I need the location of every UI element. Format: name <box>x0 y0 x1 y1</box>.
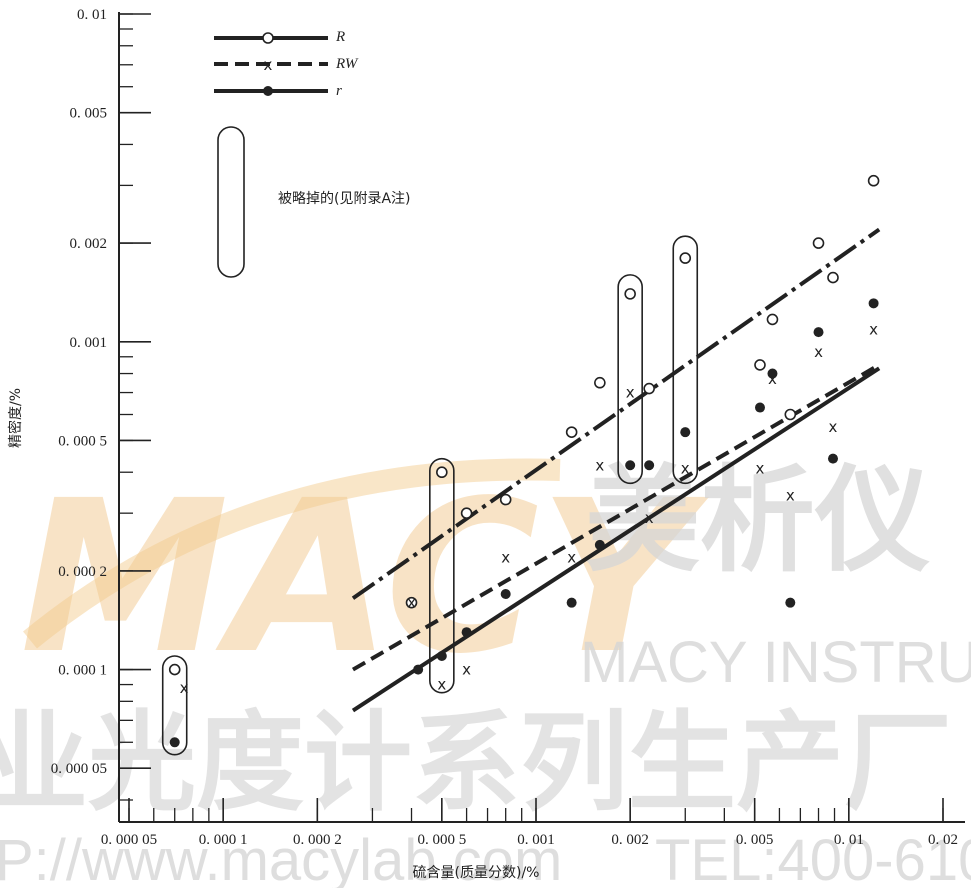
x-tick-label: 0. 000 2 <box>293 832 342 848</box>
excluded-outline <box>429 457 455 694</box>
point-open-circle <box>784 408 797 421</box>
x-axis-title: 硫含量(质量分数)/% <box>413 865 540 881</box>
point-open-circle <box>594 376 606 389</box>
x-tick-label: 0. 002 <box>611 832 649 848</box>
point-open-circle <box>867 174 880 187</box>
y-ticks: 0. 000 05 0. 000 1 0. 000 2 0. 000 5 0. 001 0… <box>51 7 151 801</box>
point-filled-circle <box>436 650 447 661</box>
x-tick-label: 0. 000 1 <box>199 832 248 848</box>
point-filled-circle <box>680 427 691 438</box>
x-tick-label: 0. 001 <box>517 832 555 848</box>
excluded-outline <box>672 235 699 485</box>
y-tick-label: 0. 005 <box>70 106 108 122</box>
point-x-marker: x <box>645 509 654 527</box>
legend-x-marker-icon: x <box>264 56 273 74</box>
watermark-swoosh <box>23 458 561 649</box>
legend-label-rw: RW <box>335 56 359 72</box>
y-tick-label: 0. 000 1 <box>58 663 107 679</box>
point-filled-circle <box>594 539 605 550</box>
point-open-circle <box>643 382 655 395</box>
point-open-circle <box>565 426 578 438</box>
point-open-circle <box>499 493 512 506</box>
point-x-marker: x <box>869 321 878 339</box>
legend-excluded-outline-icon <box>217 126 245 278</box>
legend-entry-rw: x RW <box>214 56 359 74</box>
point-filled-circle <box>169 737 180 748</box>
legend-label-r-range: R <box>335 29 345 45</box>
point-x-marker: x <box>814 343 823 361</box>
y-tick-label: 0. 000 2 <box>58 564 107 580</box>
legend-filled-circle-icon <box>263 86 273 96</box>
point-x-marker: x <box>462 661 471 679</box>
point-open-circle <box>766 313 779 326</box>
excluded-groups <box>161 235 699 756</box>
x-tick-label: 0. 000 05 <box>101 832 157 848</box>
watermark-cn-bottom: 业光度计系列生产厂 <box>0 701 952 826</box>
legend-excluded-note: 被略掉的(见附录A注) <box>278 191 411 207</box>
x-tick-label: 0. 005 <box>736 832 774 848</box>
point-open-circle <box>827 271 839 284</box>
watermark: MACY 美析仪 MACY INSTRU 业光度计系列生产厂 P://www.m… <box>0 454 971 888</box>
point-filled-circle <box>813 327 824 338</box>
point-open-circle <box>168 663 181 676</box>
point-x-marker: x <box>756 460 765 478</box>
point-x-marker: x <box>786 486 795 504</box>
point-open-circle <box>460 507 473 519</box>
y-tick-label: 0. 01 <box>77 7 107 23</box>
point-open-circle <box>436 466 448 479</box>
point-filled-circle <box>461 627 472 638</box>
point-filled-circle <box>566 597 577 608</box>
point-filled-circle <box>625 460 636 471</box>
point-x-marker: x <box>501 548 510 566</box>
x-ticks: 0. 000 05 0. 000 1 0. 000 2 0. 000 5 0. 001 0… <box>101 798 958 848</box>
legend: R x RW r 被略掉的(见附录A注) <box>214 29 411 278</box>
watermark-logo: MACY <box>20 455 709 700</box>
point-x-marker: x <box>437 676 446 694</box>
x-tick-label: 0. 02 <box>928 832 958 848</box>
point-x-marker: x <box>180 679 189 697</box>
point-x-marker: x <box>626 384 635 402</box>
point-x-marker: x <box>829 418 838 436</box>
point-filled-circle <box>644 460 655 471</box>
point-filled-circle <box>868 298 879 309</box>
x-tick-label: 0. 000 5 <box>417 832 466 848</box>
y-tick-label: 0. 002 <box>70 236 108 252</box>
point-filled-circle <box>500 589 511 600</box>
watermark-en-line: MACY INSTRU <box>580 630 971 695</box>
point-open-circle <box>405 596 418 609</box>
y-tick-label: 0. 001 <box>70 335 108 351</box>
point-open-circle <box>812 237 825 249</box>
point-filled-circle <box>827 453 838 464</box>
point-filled-circle <box>413 664 424 675</box>
point-filled-circle <box>767 368 778 379</box>
x-tick-label: 0. 01 <box>834 832 864 848</box>
point-open-circle <box>754 359 766 371</box>
legend-entry-r-range: R <box>214 29 345 45</box>
point-open-circle <box>624 288 636 300</box>
excluded-outline <box>161 655 188 756</box>
legend-label-r: r <box>336 83 342 99</box>
point-x-marker: x <box>768 370 777 388</box>
point-filled-circle <box>785 597 796 608</box>
legend-open-circle-icon <box>262 32 274 44</box>
watermark-url: P://www.macylab.com <box>0 828 562 888</box>
point-open-circle <box>679 252 692 264</box>
point-filled-circle <box>754 402 765 413</box>
point-x-marker: x <box>407 594 416 612</box>
point-x-marker: x <box>681 460 690 478</box>
y-axis-title: 精密度/% <box>7 388 24 448</box>
point-x-marker: x <box>567 548 576 566</box>
legend-entry-r: r <box>214 83 342 99</box>
excluded-outline <box>617 274 643 485</box>
y-tick-label: 0. 000 05 <box>51 761 107 777</box>
axes: 0. 000 05 0. 000 1 0. 000 2 0. 000 5 0. 001 0… <box>7 7 965 881</box>
watermark-tel: TEL:400-610 <box>655 828 971 888</box>
y-tick-label: 0. 000 5 <box>58 433 107 449</box>
point-x-marker: x <box>595 456 604 474</box>
fit-line-r <box>351 227 881 600</box>
